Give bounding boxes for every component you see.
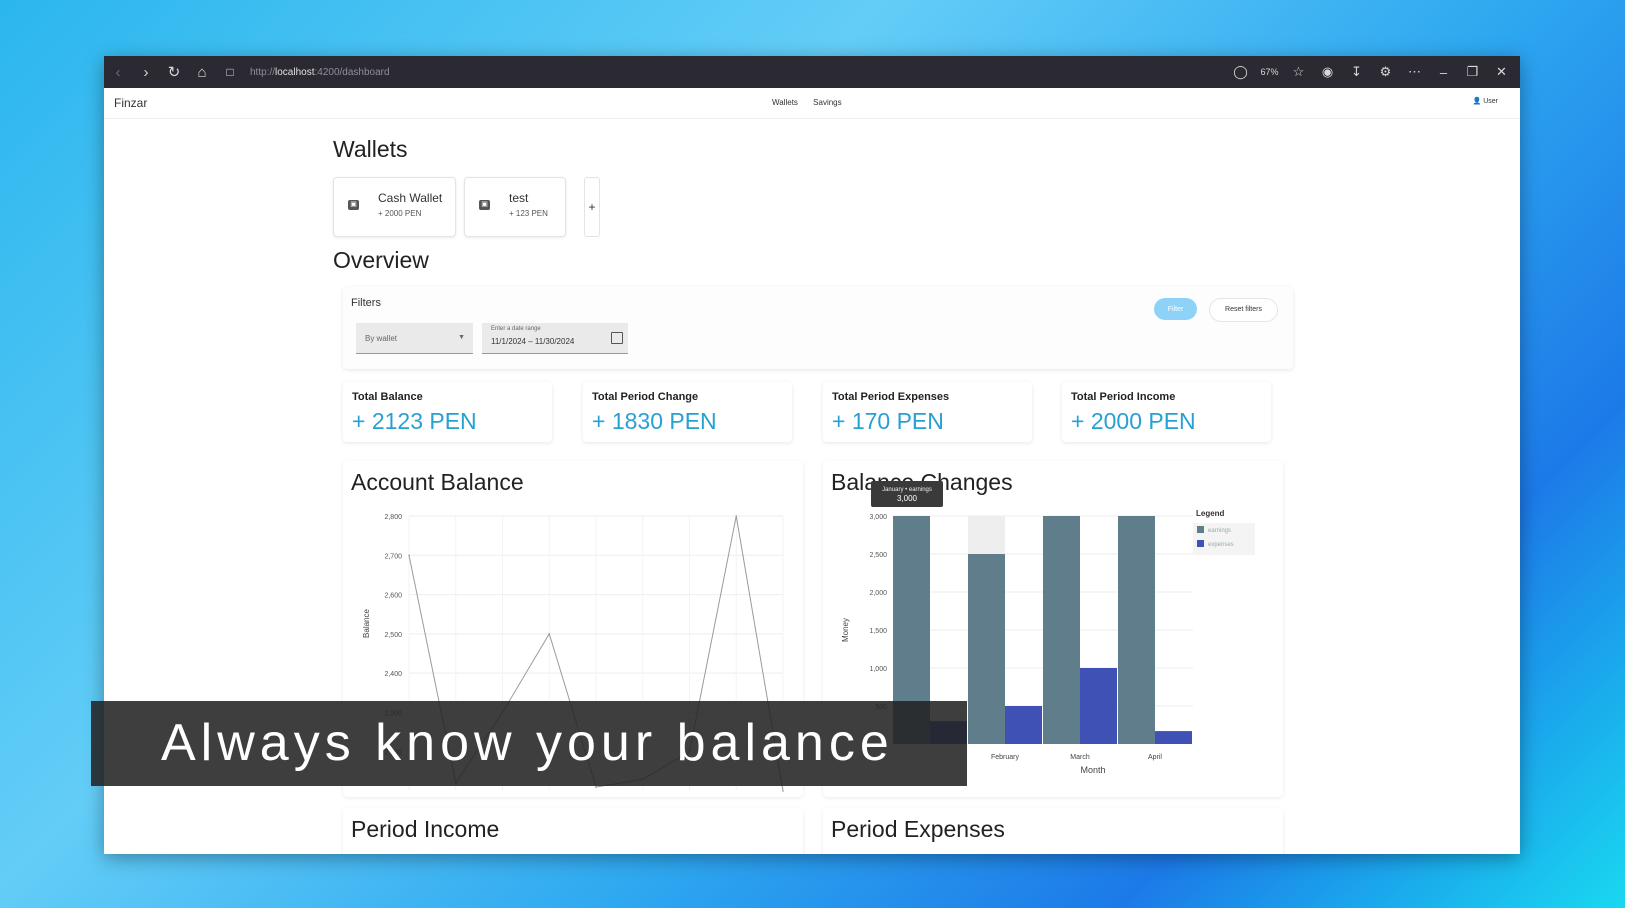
- back-icon[interactable]: ‹: [115, 63, 121, 81]
- y-tick-label: 2,600: [384, 593, 402, 600]
- more-menu-icon[interactable]: ⋯: [1408, 64, 1421, 79]
- stat-value: + 2123 PEN: [352, 408, 477, 434]
- balance-point: [548, 633, 551, 635]
- download-icon[interactable]: ↧: [1351, 64, 1362, 79]
- legend-swatch-expenses: [1197, 540, 1204, 547]
- date-range-input[interactable]: Enter a date range 11/1/2024 – 11/30/202…: [482, 323, 628, 354]
- browser-toolbar: ‹ › ↻ ⌂ □ http://localhost:4200/dashboar…: [104, 56, 1520, 88]
- stat-total-period-income: Total Period Income + 2000 PEN: [1062, 382, 1271, 442]
- wallet-select[interactable]: By wallet ▼: [356, 323, 473, 354]
- stat-value: + 170 PEN: [832, 408, 944, 434]
- earnings-bar: [1118, 516, 1155, 744]
- add-wallet-button[interactable]: +: [584, 177, 600, 237]
- y-tick-label: 2,500: [869, 552, 887, 559]
- y-tick-label: 2,400: [384, 671, 402, 678]
- shield-icon[interactable]: ◯: [1233, 64, 1248, 79]
- wallet-icon: ▣: [348, 200, 359, 210]
- stat-label: Total Period Expenses: [832, 391, 950, 403]
- earnings-bar: [1043, 516, 1080, 744]
- account-balance-title: Account Balance: [351, 469, 524, 495]
- wallets-title: Wallets: [333, 136, 408, 162]
- balance-point: [595, 786, 597, 788]
- x-tick-label: April: [1148, 754, 1162, 761]
- period-income-title: Period Income: [351, 816, 500, 842]
- reset-filters-button[interactable]: Reset filters: [1209, 298, 1278, 322]
- y-axis-label: Balance: [362, 609, 371, 638]
- reload-icon[interactable]: ↻: [167, 64, 181, 81]
- period-expenses-title: Period Expenses: [831, 816, 1005, 842]
- page-icon: □: [226, 65, 234, 79]
- period-income-panel: Period Income: [343, 808, 803, 854]
- tooltip-label: January • earnings: [882, 487, 932, 493]
- stat-total-balance: Total Balance + 2123 PEN: [343, 382, 552, 442]
- wallet-name: test: [509, 191, 529, 205]
- wallet-amount: + 2000 PEN: [378, 209, 422, 218]
- calendar-icon[interactable]: [611, 332, 623, 344]
- x-tick-label: March: [1070, 754, 1090, 761]
- stat-label: Total Balance: [352, 391, 423, 403]
- period-expenses-panel: Period Expenses: [823, 808, 1283, 854]
- app-brand[interactable]: Finzar: [114, 96, 148, 110]
- filters-panel: Filters By wallet ▼ Enter a date range 1…: [343, 287, 1293, 369]
- y-tick-label: 2,000: [869, 590, 887, 597]
- legend-title: Legend: [1196, 509, 1225, 518]
- filters-title: Filters: [351, 297, 381, 309]
- balance-changes-chart: Legend 5001,0001,5002,0002,5003,000Febru…: [841, 481, 1255, 775]
- expenses-bar: [1005, 706, 1042, 744]
- close-icon[interactable]: ✕: [1496, 64, 1507, 79]
- filter-button[interactable]: Filter: [1154, 298, 1197, 320]
- y-tick-label: 2,700: [384, 553, 402, 560]
- expenses-bar: [1155, 731, 1192, 744]
- stat-label: Total Period Income: [1071, 391, 1176, 403]
- tooltip-box: [871, 481, 943, 507]
- extension-icon[interactable]: ◉: [1321, 64, 1334, 79]
- nav-wallets[interactable]: Wallets: [772, 98, 798, 107]
- tooltip-value: 3,000: [897, 494, 918, 503]
- wallet-name: Cash Wallet: [378, 191, 443, 205]
- chevron-down-icon: ▼: [458, 334, 465, 341]
- forward-icon[interactable]: ›: [143, 63, 149, 81]
- user-menu[interactable]: 👤 User: [1472, 98, 1498, 105]
- y-tick-label: 1,000: [869, 666, 887, 673]
- balance-point: [782, 790, 784, 792]
- video-caption: Always know your balance: [91, 701, 967, 786]
- stat-value: + 1830 PEN: [592, 408, 717, 434]
- bookmark-star-icon[interactable]: ☆: [1292, 64, 1305, 79]
- app-header: Finzar Wallets Savings 👤 User: [104, 88, 1520, 119]
- expenses-bar: [1080, 668, 1117, 744]
- balance-point: [408, 554, 410, 557]
- balance-point: [735, 515, 738, 517]
- earnings-bar: [968, 554, 1005, 744]
- x-tick-label: February: [991, 754, 1020, 761]
- legend-swatch-earnings: [1197, 526, 1204, 533]
- y-tick-label: 2,500: [384, 632, 402, 639]
- wallet-icon: ▣: [479, 200, 490, 210]
- home-icon[interactable]: ⌂: [197, 63, 207, 81]
- address-bar[interactable]: http://localhost:4200/dashboard: [250, 66, 390, 78]
- nav-savings[interactable]: Savings: [813, 98, 842, 107]
- y-tick-label: 2,800: [384, 514, 402, 521]
- stat-total-period-expenses: Total Period Expenses + 170 PEN: [823, 382, 1032, 442]
- legend-label-expenses: expenses: [1208, 542, 1234, 548]
- date-range-value: 11/1/2024 – 11/30/2024: [491, 337, 575, 346]
- wallet-amount: + 123 PEN: [509, 209, 548, 218]
- wallet-card-test[interactable]: ▣ test + 123 PEN: [464, 177, 566, 237]
- stat-value: + 2000 PEN: [1071, 408, 1196, 434]
- zoom-level[interactable]: 67%: [1260, 67, 1279, 77]
- stat-label: Total Period Change: [592, 391, 699, 403]
- y-axis-label: Money: [841, 618, 850, 642]
- y-tick-label: 1,500: [869, 628, 887, 635]
- wallet-card-cash[interactable]: ▣ Cash Wallet + 2000 PEN: [333, 177, 456, 237]
- x-axis-label: Month: [1080, 765, 1105, 775]
- main-nav: Wallets Savings: [772, 98, 855, 107]
- date-range-label: Enter a date range: [491, 326, 541, 332]
- overview-title: Overview: [333, 247, 429, 273]
- minimize-icon[interactable]: –: [1439, 64, 1448, 80]
- legend-label-earnings: earnings: [1208, 528, 1231, 534]
- restore-icon[interactable]: ❐: [1466, 64, 1479, 79]
- user-icon: 👤: [1472, 98, 1482, 105]
- y-tick-label: 3,000: [869, 514, 887, 521]
- settings-gear-icon[interactable]: ⚙: [1379, 64, 1392, 79]
- stat-total-period-change: Total Period Change + 1830 PEN: [583, 382, 792, 442]
